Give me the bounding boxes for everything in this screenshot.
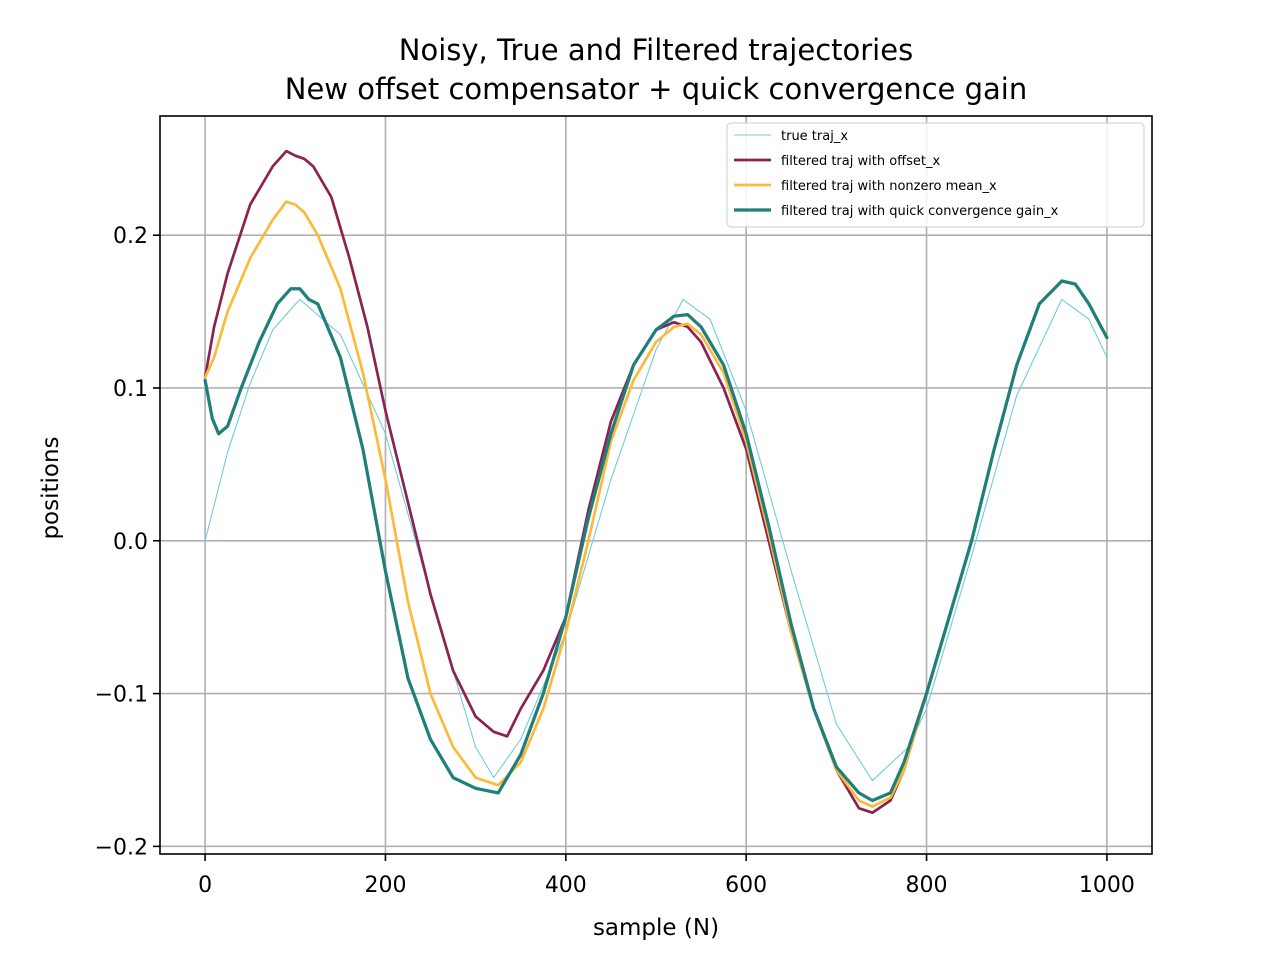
y-tick-label: 0.2	[113, 224, 148, 249]
x-tick-label: 0	[198, 873, 212, 898]
x-tick-label: 600	[725, 873, 767, 898]
legend-box	[726, 122, 1145, 228]
series-lines	[203, 149, 1109, 815]
y-tick-label: −0.1	[95, 683, 148, 708]
y-tick-label: −0.2	[95, 835, 148, 860]
chart-title-line-2: New offset compensator + quick convergen…	[285, 72, 1028, 106]
x-axis-label: sample (N)	[593, 915, 719, 941]
x-tick-label: 1000	[1079, 873, 1135, 898]
plot-frame	[159, 115, 1153, 855]
chart-title-line-1: Noisy, True and Filtered trajectories	[399, 33, 913, 67]
y-tick-label: 0.1	[113, 377, 148, 402]
axis-ticks: 0 200 400 600 800 1000 −0.2 −0.1 0.0 0.1 0.2	[95, 224, 1135, 898]
legend-label-2: filtered traj with offset_x	[781, 154, 940, 169]
legend-label-3: filtered traj with nonzero mean_x	[781, 179, 997, 194]
y-tick-label: 0.0	[113, 530, 148, 555]
legend-label-4: filtered traj with quick convergence gai…	[781, 204, 1059, 219]
x-tick-label: 400	[545, 873, 587, 898]
series-line-1	[204, 298, 1108, 782]
legend-label-1: true traj_x	[781, 129, 848, 144]
x-tick-label: 800	[906, 873, 948, 898]
legend: true traj_x filtered traj with offset_xfi…	[726, 122, 1145, 228]
series-line-4	[203, 279, 1109, 803]
y-axis-label: positions	[38, 436, 64, 539]
x-tick-label: 200	[364, 873, 406, 898]
